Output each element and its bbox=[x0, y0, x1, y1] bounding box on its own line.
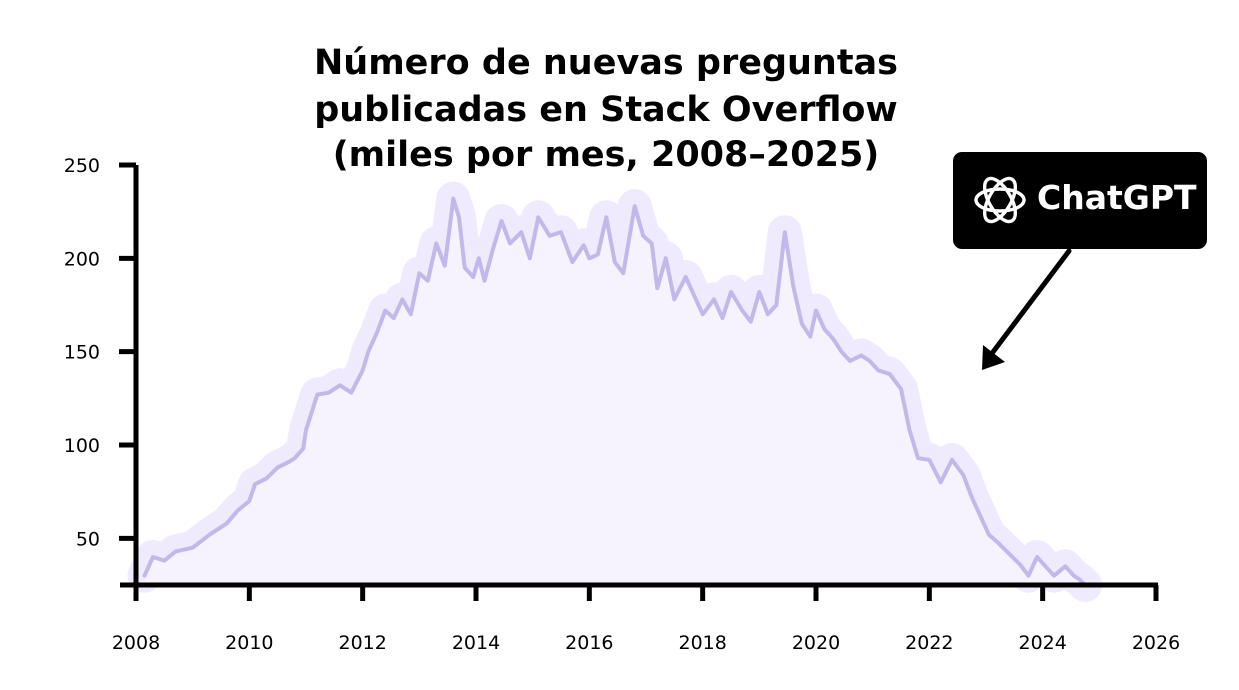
annotation-arrowhead bbox=[982, 345, 1005, 370]
openai-logo-icon bbox=[974, 176, 1026, 224]
x-tick-label-2018: 2018 bbox=[678, 632, 726, 654]
x-tick-label-2026: 2026 bbox=[1132, 632, 1180, 654]
plot-area bbox=[127, 181, 1103, 602]
chatgpt-annotation: ChatGPT bbox=[953, 152, 1207, 370]
axes: 50 100 150 200 250 2008 2010 2012 2014 2016 2018 20… bbox=[64, 155, 1180, 654]
y-tick-label-150: 150 bbox=[64, 342, 100, 364]
chart-title: Número de nuevas preguntas publicadas en… bbox=[314, 43, 898, 175]
x-tick-label-2016: 2016 bbox=[565, 632, 613, 654]
series-line bbox=[142, 196, 1088, 587]
chatgpt-badge bbox=[953, 152, 1207, 249]
series-area bbox=[144, 198, 1086, 585]
x-tick-label-2022: 2022 bbox=[905, 632, 953, 654]
chart-title-line-1: Número de nuevas preguntas bbox=[314, 43, 898, 83]
chatgpt-label: ChatGPT bbox=[1037, 178, 1197, 217]
y-tick-label-250: 250 bbox=[64, 155, 100, 177]
x-tick-label-2020: 2020 bbox=[792, 632, 840, 654]
y-tick-label-50: 50 bbox=[76, 528, 100, 550]
chart-title-line-2: publicadas en Stack Overflow bbox=[314, 90, 898, 130]
x-tick-label-2014: 2014 bbox=[452, 632, 500, 654]
x-tick-label-2012: 2012 bbox=[338, 632, 386, 654]
y-tick-label-100: 100 bbox=[64, 435, 100, 457]
x-tick-label-2024: 2024 bbox=[1018, 632, 1066, 654]
y-tick-label-200: 200 bbox=[64, 248, 100, 270]
annotation-arrow bbox=[987, 248, 1072, 359]
x-tick-label-2010: 2010 bbox=[225, 632, 273, 654]
chart-title-line-3: (miles por mes, 2008–2025) bbox=[333, 135, 880, 175]
x-tick-label-2008: 2008 bbox=[112, 632, 160, 654]
